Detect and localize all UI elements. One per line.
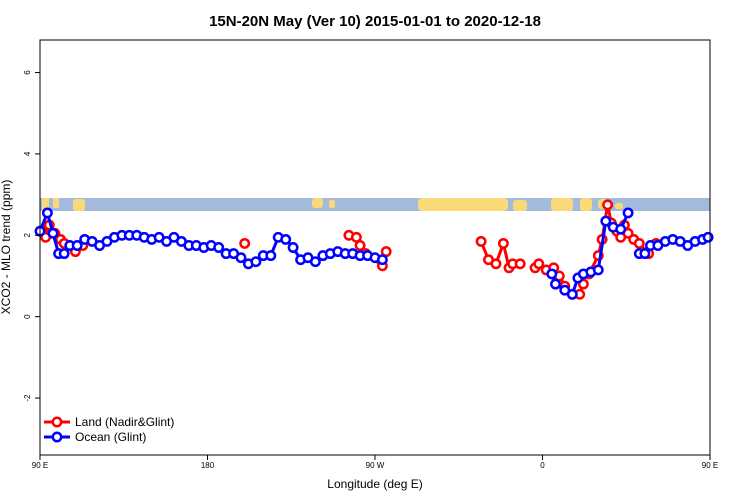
chart-title: 15N-20N May (Ver 10) 2015-01-01 to 2020-… xyxy=(209,13,541,30)
land-patch xyxy=(42,198,49,211)
series-ocean xyxy=(34,207,714,300)
map-strip-land xyxy=(42,198,623,211)
data-point xyxy=(514,258,526,270)
land-patch xyxy=(73,199,85,211)
land-patch xyxy=(580,198,592,211)
x-tick-label: 180 xyxy=(201,461,215,470)
data-point xyxy=(702,231,714,243)
data-point xyxy=(71,240,83,251)
map-strip xyxy=(40,198,710,211)
data-point xyxy=(250,256,262,268)
data-point xyxy=(533,258,545,270)
x-axis: 90 E 180 90 W 0 90 E xyxy=(32,455,718,470)
land-patch xyxy=(329,200,335,208)
land-patch xyxy=(418,198,508,211)
data-point xyxy=(47,227,59,239)
series-layer xyxy=(34,199,714,300)
x-tick-label: 90 E xyxy=(702,461,718,470)
legend: Land (Nadir&Glint) Ocean (Glint) xyxy=(44,415,174,444)
data-point xyxy=(309,256,321,268)
data-point xyxy=(615,223,627,235)
legend-ocean-label: Ocean (Glint) xyxy=(75,430,146,444)
data-point xyxy=(490,258,502,270)
map-strip-ocean xyxy=(40,198,710,211)
land-patch xyxy=(513,200,527,211)
data-point xyxy=(213,242,225,253)
data-point xyxy=(235,252,247,264)
data-point xyxy=(602,199,614,211)
land-patch xyxy=(312,198,323,208)
x-tick-label: 90 W xyxy=(366,461,385,470)
data-point xyxy=(600,215,612,227)
land-patch xyxy=(53,198,59,208)
y-axis: -2 0 2 4 6 xyxy=(23,70,40,402)
y-tick-label: -2 xyxy=(23,394,32,402)
data-point xyxy=(592,264,604,276)
data-point xyxy=(639,248,651,260)
y-tick-label: 2 xyxy=(23,233,32,238)
series-land xyxy=(36,199,662,300)
data-point xyxy=(497,237,509,249)
x-axis-label: Longitude (deg E) xyxy=(327,477,422,491)
legend-land-marker xyxy=(51,416,63,428)
y-tick-label: 0 xyxy=(23,314,32,319)
land-patch xyxy=(551,198,573,211)
x-tick-label: 90 E xyxy=(32,461,48,470)
y-tick-label: 6 xyxy=(23,70,32,75)
y-tick-label: 4 xyxy=(23,151,32,156)
x-tick-label: 0 xyxy=(540,461,545,470)
data-point xyxy=(475,235,487,247)
data-point xyxy=(41,207,53,219)
data-point xyxy=(550,278,561,290)
data-point xyxy=(354,240,366,251)
data-point xyxy=(239,237,251,249)
data-point xyxy=(280,233,292,245)
data-point xyxy=(376,254,388,266)
legend-ocean-marker xyxy=(51,431,63,443)
land-patch xyxy=(615,203,623,209)
plot-frame xyxy=(39,39,711,456)
data-point xyxy=(633,237,645,249)
data-point xyxy=(566,288,578,300)
data-point xyxy=(622,207,634,219)
data-point xyxy=(287,242,299,253)
y-axis-label: XCO2 - MLO trend (ppm) xyxy=(0,180,13,315)
legend-land-label: Land (Nadir&Glint) xyxy=(75,415,174,429)
data-point xyxy=(265,250,277,262)
data-point xyxy=(58,248,70,260)
data-point xyxy=(546,268,558,280)
